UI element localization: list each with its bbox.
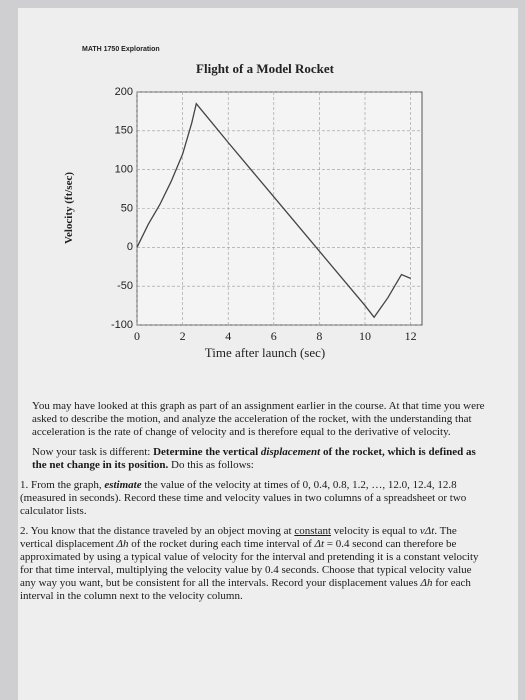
text: constant bbox=[294, 525, 332, 537]
text: 2. You know that the distance traveled b… bbox=[20, 525, 295, 537]
text: = 0.4 second can therefore be approximat… bbox=[20, 538, 479, 589]
text: Now your task is different: bbox=[32, 446, 154, 458]
paragraph: Now your task is different: Determine th… bbox=[20, 446, 488, 472]
y-axis-label: Velocity (ft/sec) bbox=[63, 172, 75, 244]
paragraph: You may have looked at this graph as par… bbox=[20, 400, 488, 439]
y-tick-label: -50 bbox=[117, 280, 133, 292]
x-axis-label: Time after launch (sec) bbox=[205, 345, 325, 360]
x-tick-label: 0 bbox=[134, 329, 140, 343]
text: . The vertical displacement bbox=[20, 525, 457, 550]
text: of the rocket, which is defined as the n… bbox=[32, 446, 476, 471]
x-tick-label: 4 bbox=[225, 329, 231, 343]
x-tick-label: 10 bbox=[359, 329, 371, 343]
text-body: You may have looked at this graph as par… bbox=[20, 400, 488, 610]
text: Determine the vertical bbox=[153, 446, 261, 458]
y-tick-label: 100 bbox=[115, 164, 133, 176]
y-tick-label: 200 bbox=[115, 86, 133, 98]
text: Do this as follows: bbox=[168, 459, 254, 471]
text: velocity is equal to bbox=[331, 525, 420, 537]
y-tick-label: 50 bbox=[121, 202, 133, 214]
text: vΔt bbox=[419, 525, 435, 537]
text: estimate bbox=[104, 479, 142, 491]
paragraph: 1. From the graph, estimate the value of… bbox=[20, 479, 488, 518]
chart-title: Flight of a Model Rocket bbox=[196, 61, 335, 76]
y-tick-label: -100 bbox=[111, 319, 133, 331]
text: Δh bbox=[420, 577, 433, 589]
text: the value of the velocity at times of 0,… bbox=[20, 479, 467, 517]
text: displacement bbox=[260, 446, 321, 458]
text: Δt bbox=[314, 538, 325, 550]
paragraph: 2. You know that the distance traveled b… bbox=[20, 525, 488, 603]
y-tick-label: 150 bbox=[115, 125, 133, 137]
text: of the rocket during each time interval … bbox=[128, 538, 315, 550]
x-tick-label: 8 bbox=[316, 329, 322, 343]
text: You may have looked at this graph as par… bbox=[32, 400, 485, 438]
x-tick-label: 2 bbox=[180, 329, 186, 343]
x-tick-label: 12 bbox=[405, 329, 417, 343]
y-tick-label: 0 bbox=[127, 241, 133, 253]
velocity-line bbox=[136, 102, 411, 319]
text: for each interval in the column next to … bbox=[20, 577, 471, 602]
text: 1. From the graph, bbox=[20, 479, 105, 491]
x-tick-label: 6 bbox=[271, 329, 277, 343]
course-label: MATH 1750 Exploration bbox=[82, 46, 160, 53]
chart: Flight of a Model Rocket Time after laun… bbox=[63, 61, 423, 360]
text: Δh bbox=[116, 538, 129, 550]
